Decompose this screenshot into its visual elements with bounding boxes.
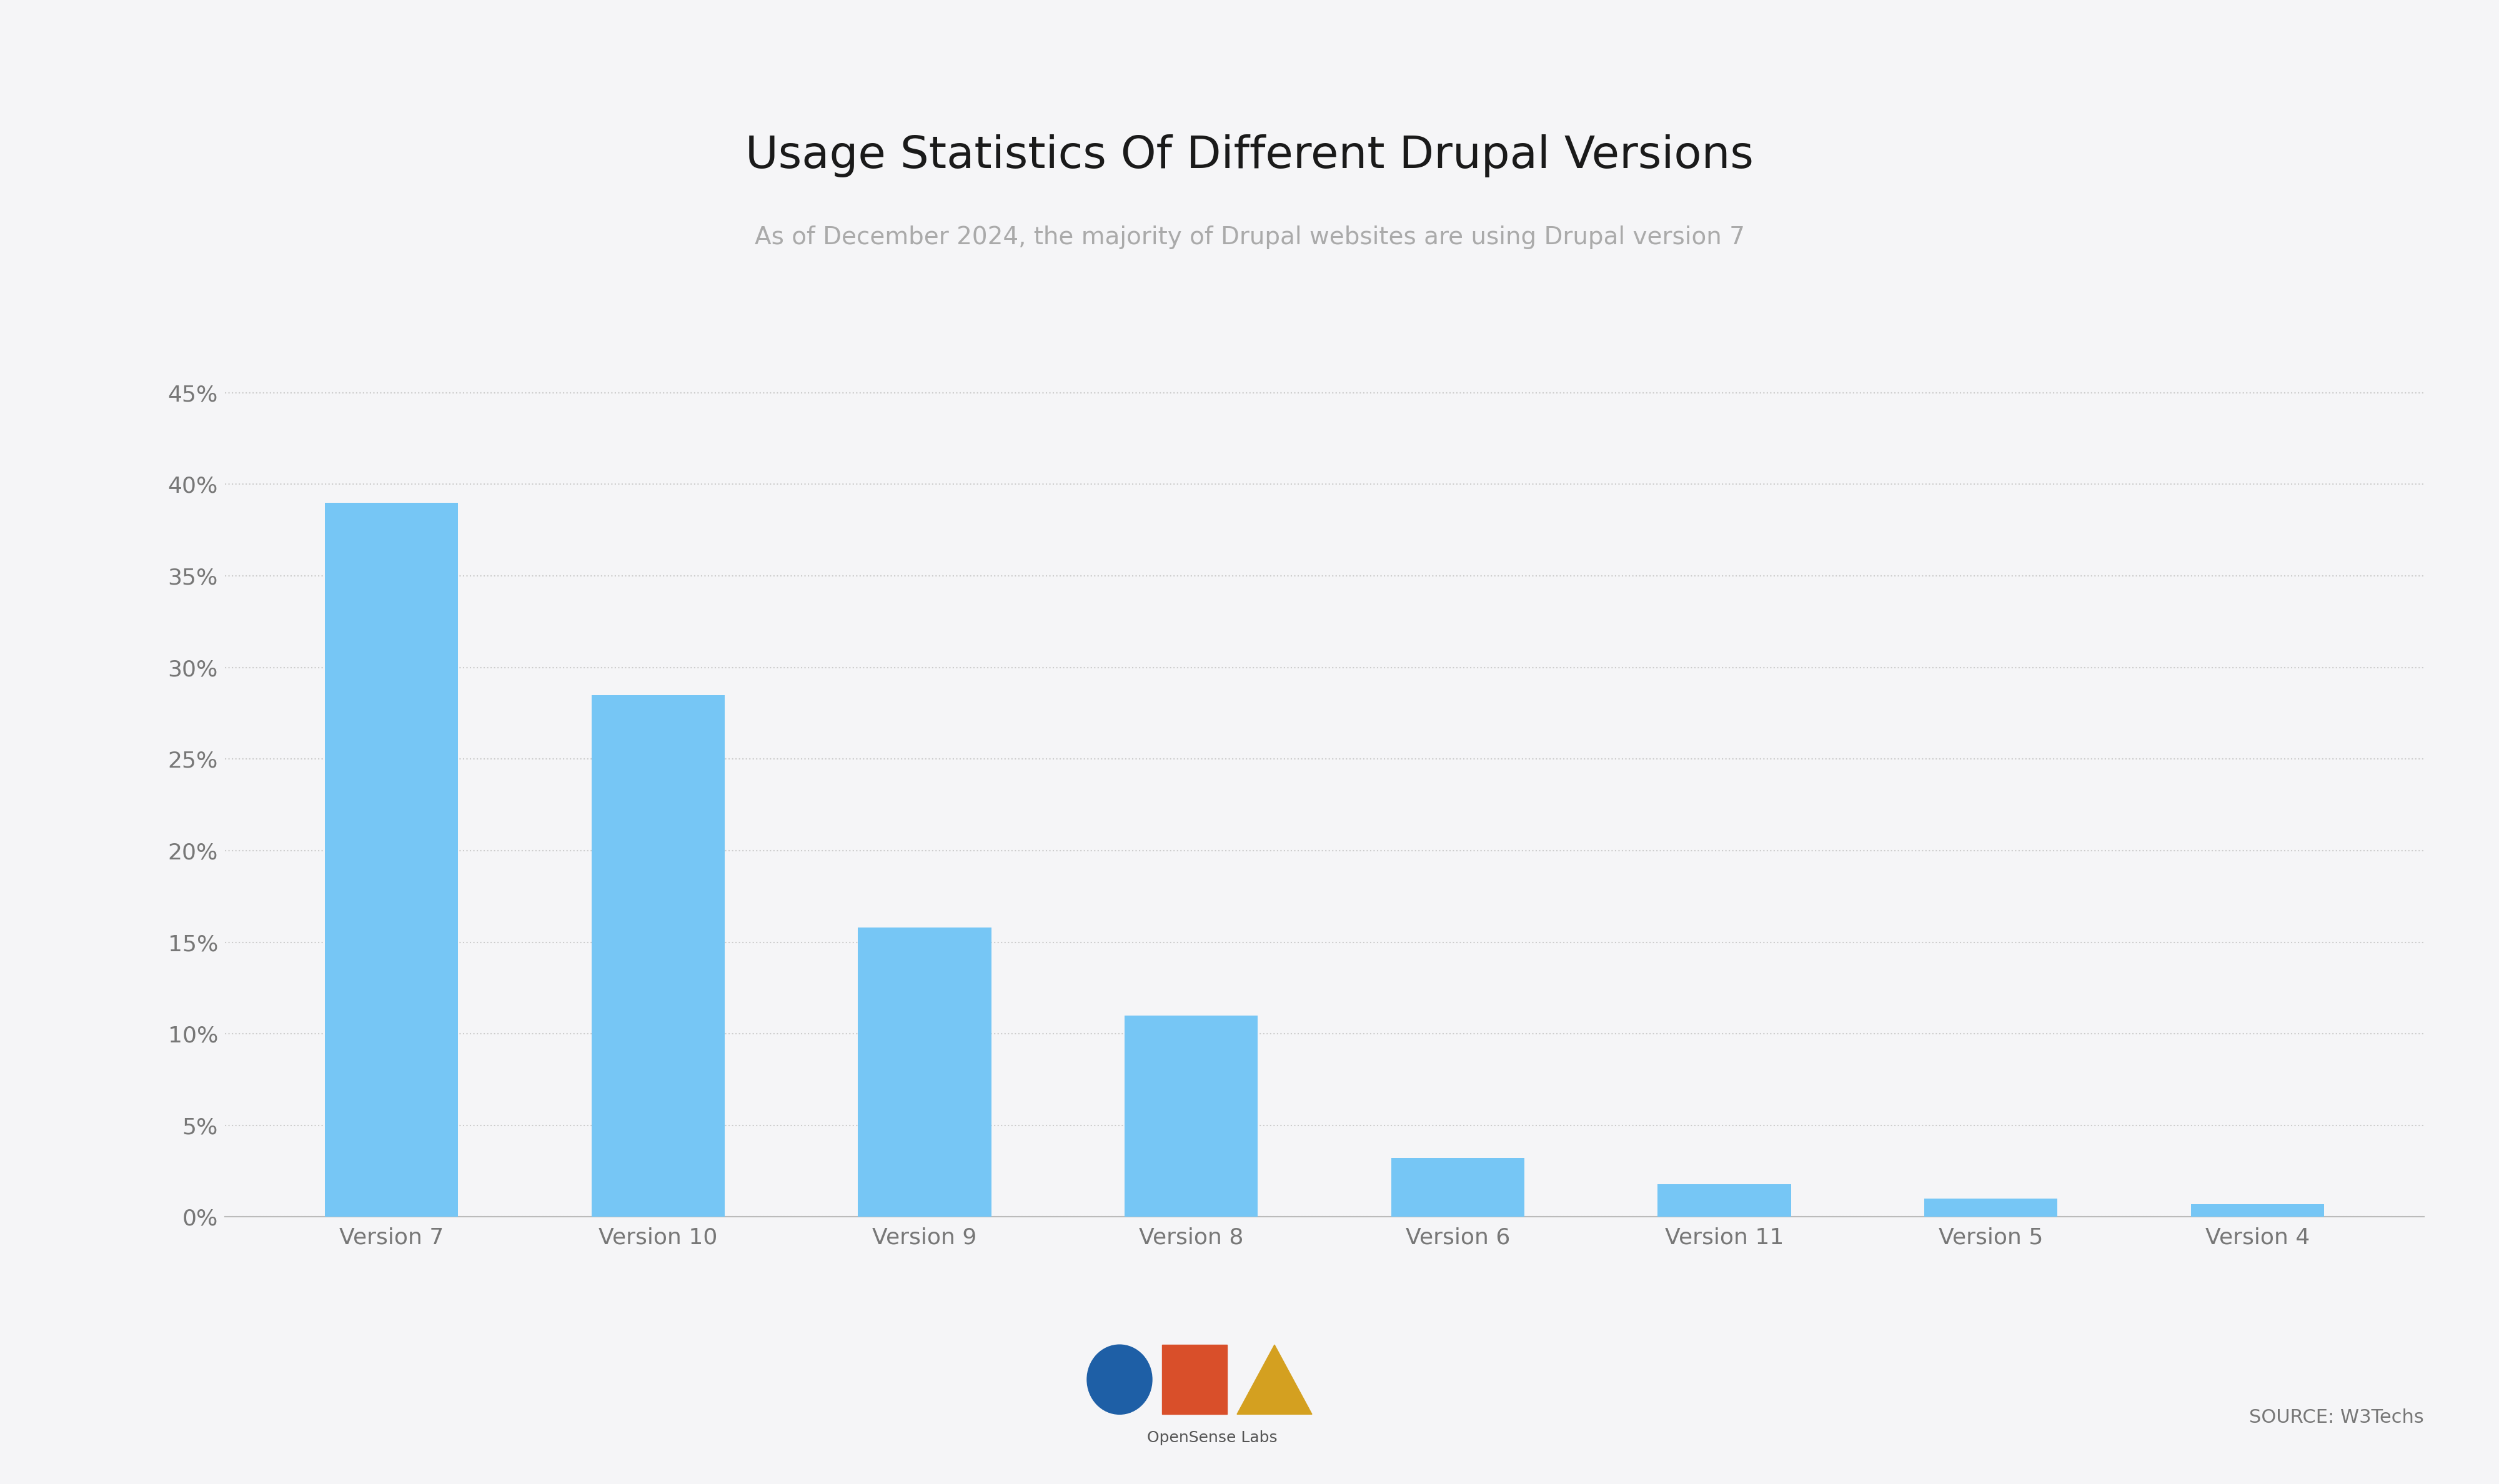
Text: OpenSense Labs: OpenSense Labs: [1147, 1431, 1277, 1445]
Polygon shape: [1237, 1345, 1312, 1414]
Bar: [325, 503, 457, 1217]
Circle shape: [1087, 1345, 1152, 1414]
Text: As of December 2024, the majority of Drupal websites are using Drupal version 7: As of December 2024, the majority of Dru…: [755, 226, 1744, 249]
FancyBboxPatch shape: [1162, 1345, 1227, 1414]
Text: SOURCE: W3Techs: SOURCE: W3Techs: [2249, 1408, 2424, 1426]
Bar: [1125, 1015, 1257, 1217]
Bar: [2192, 1204, 2324, 1217]
Text: Usage Statistics Of Different Drupal Versions: Usage Statistics Of Different Drupal Ver…: [745, 134, 1754, 178]
Bar: [1392, 1159, 1524, 1217]
Bar: [1657, 1184, 1792, 1217]
Bar: [1924, 1199, 2057, 1217]
Bar: [857, 928, 992, 1217]
Bar: [592, 695, 725, 1217]
